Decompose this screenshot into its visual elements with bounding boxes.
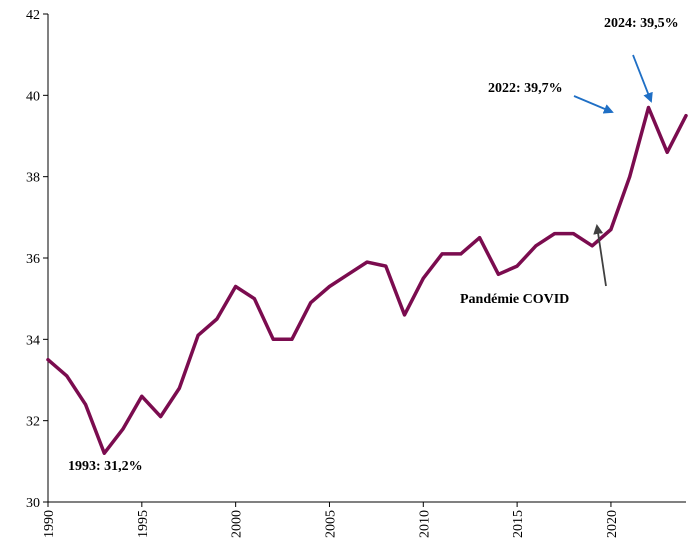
data-point (421, 276, 425, 280)
data-point (440, 252, 444, 256)
annotation-covid-arrow (593, 224, 607, 287)
x-tick-label: 2000 (230, 510, 245, 538)
data-point (459, 252, 463, 256)
x-tick-label: 2015 (511, 510, 526, 538)
x-ticks: 1990 1995 2000 2005 2010 2015 2020 (42, 502, 620, 538)
x-tick-label: 2020 (605, 510, 620, 538)
data-point (102, 451, 106, 455)
y-tick-label: 36 (26, 252, 40, 267)
data-point (346, 272, 350, 276)
y-tick-label: 38 (26, 171, 40, 186)
data-point (628, 175, 632, 179)
data-point (121, 427, 125, 431)
annotation-covid: Pandémie COVID (460, 292, 569, 307)
annotation-2022: 2022: 39,7% (488, 81, 563, 96)
x-tick-label: 1995 (136, 510, 151, 538)
y-tick-label: 34 (26, 333, 40, 348)
data-point (271, 337, 275, 341)
data-point (365, 260, 369, 264)
data-point (646, 106, 650, 110)
data-point (553, 232, 557, 236)
annotation-1993: 1993: 31,2% (68, 459, 143, 474)
data-point (534, 244, 538, 248)
data-point (384, 264, 388, 268)
data-point (590, 244, 594, 248)
series-line (46, 105, 688, 455)
data-point (84, 402, 88, 406)
annotation-2022-arrow (573, 95, 614, 114)
data-point (571, 232, 575, 236)
y-tick-label: 42 (26, 8, 40, 23)
data-point (215, 317, 219, 321)
data-point (65, 374, 69, 378)
data-point (234, 284, 238, 288)
data-point (478, 236, 482, 240)
y-tick-label: 32 (26, 415, 40, 430)
annotation-2024: 2024: 39,5% (604, 16, 679, 31)
data-point (177, 386, 181, 390)
data-point (609, 228, 613, 232)
data-point (252, 297, 256, 301)
x-tick-label: 2010 (417, 510, 432, 538)
data-point (196, 333, 200, 337)
data-point (46, 358, 50, 362)
y-tick-label: 30 (26, 496, 40, 511)
data-point (403, 313, 407, 317)
data-point (684, 114, 688, 118)
data-point (665, 150, 669, 154)
data-point (309, 301, 313, 305)
data-point (159, 415, 163, 419)
data-point (515, 264, 519, 268)
y-tick-label: 40 (26, 89, 40, 104)
data-point (290, 337, 294, 341)
data-point (327, 284, 331, 288)
x-tick-label: 1990 (42, 510, 57, 538)
data-points (46, 106, 688, 455)
x-tick-label: 2005 (323, 510, 338, 538)
data-point (496, 272, 500, 276)
annotation-2024-arrow (632, 54, 653, 103)
data-point (140, 394, 144, 398)
y-ticks: 30 32 34 36 38 40 42 (26, 8, 48, 511)
